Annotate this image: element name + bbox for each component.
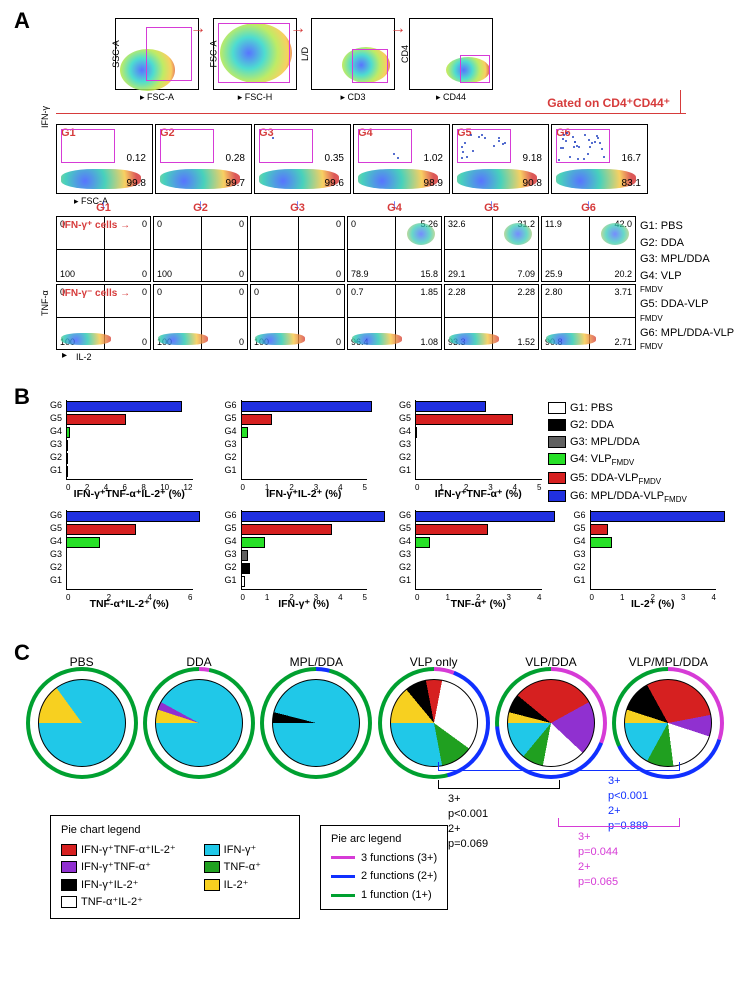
gating-hook [680,90,681,114]
quadrant-plot: 05.26 78.915.8 [347,216,442,282]
ifny-plot: G4 1.0298.9 [353,124,450,194]
quadrant-grid: 00 1000 00 1000 0 0 05.26 78.915.8 32.63… [56,216,636,350]
ifny-pos-row-label: IFN-γ⁺ cells → [62,220,130,231]
ifny-neg-row-label: IFN-γ⁻ cells → [62,288,130,299]
il2-axis-arrow: ▸ [62,350,67,361]
quadrant-plot: 2.803.71 90.82.71 [541,284,636,350]
b-legend-item: G3: MPL/DDA [548,434,687,451]
b-legend-item: G4: VLPFMDV [548,451,687,470]
box-chart: G6G5G4G3G2G1012345IFN-γ⁺TNF-α⁺ (%) [379,400,546,500]
gating-arrow: → [190,20,206,38]
gating-arrow: → [290,20,306,38]
box-chart: G6G5G4G3G2G1024681012IFN-γ⁺TNF-α⁺IL-2⁺ (… [30,400,197,500]
ifny-plot: G6 16.783.1 [551,124,648,194]
gating-plot: CD4▸ CD44 [409,18,493,90]
pie-legend-item: TNF-α⁺ [204,859,261,877]
b-legend-item: G5: DDA-VLPFMDV [548,470,687,489]
figure-root: { "panel_labels": {"A":"A","B":"B","C":"… [0,0,745,995]
quadrant-block: G1G2G3G4G5G6 00 1000 00 1000 0 0 05.26 7… [56,216,636,350]
b-legend-item: G1: PBS [548,400,687,417]
pie-legend-item: IFN-γ⁺ [204,842,261,860]
ifny-plot: G1 0.1299.8 [56,124,153,194]
arc-legend-item: 1 function (1+) [331,886,437,905]
panel-b-legend: G1: PBSG2: DDAG3: MPL/DDAG4: VLPFMDVG5: … [548,400,687,507]
pie-legend-item: IL-2⁺ [204,877,261,895]
quadrant-plot: 00 1000 [153,284,248,350]
quadrant-plot: 00 1000 [250,284,345,350]
panel-c: PBSDDAMPL/DDAVLP onlyVLP/DDAVLP/MPL/DDA [30,655,720,773]
gating-plot: L/D▸ CD3 [311,18,395,90]
gated-on-label: Gated on CD4⁺CD44⁺ [547,96,670,110]
pie-legend-title: Pie chart legend [61,822,289,840]
ifny-gate-row: G1 0.1299.8G2 0.2899.7G3 0.3599.6G4 1.02… [56,124,648,194]
box-chart: G6G5G4G3G2G101234TNF-α⁺ (%) [379,510,546,610]
quadrant-plot: 0 0 [250,216,345,282]
box-chart: G6G5G4G3G2G10246TNF-α⁺IL-2⁺ (%) [30,510,197,610]
panel-b-label: B [14,384,30,410]
pie-chart: VLP/MPL/DDA [617,655,720,773]
arc-legend-title: Pie arc legend [331,830,437,849]
ifny-plot: G5 9.1890.8 [452,124,549,194]
gating-arrow: → [390,20,406,38]
arc-legend: Pie arc legend3 functions (3+)2 function… [320,825,448,910]
ifny-plot: G3 0.3599.6 [254,124,351,194]
pie-legend-item: IFN-γ⁺TNF-α⁺ [61,859,176,877]
il2-axis-label: IL-2 [76,352,92,362]
tnfa-axis-label: TNF-α [40,290,50,316]
pie-row: PBSDDAMPL/DDAVLP onlyVLP/DDAVLP/MPL/DDA [30,655,720,773]
quadrant-plot: 2.282.28 93.31.52 [444,284,539,350]
pie-chart: VLP only [382,655,485,773]
group-def: G2: DDA [640,235,734,252]
quadrant-col-titles: G1G2G3G4G5G6 [56,202,636,214]
group-def: G3: MPL/DDA [640,251,734,268]
quadrant-plot: 00 1000 [153,216,248,282]
ifny-axis-label: IFN-γ [40,106,50,128]
box-chart: G6G5G4G3G2G101234IL-2⁺ (%) [554,510,721,610]
gating-rule [56,113,686,114]
quadrant-plot: 11.942.0 25.920.2 [541,216,636,282]
arc-legend-item: 2 functions (2+) [331,867,437,886]
panel-c-label: C [14,640,30,666]
arc-legend-item: 3 functions (3+) [331,849,437,868]
pie-legend: Pie chart legendIFN-γ⁺TNF-α⁺IL-2⁺IFN-γ⁺T… [50,815,300,919]
pie-chart: VLP/DDA [499,655,602,773]
group-def: G1: PBS [640,218,734,235]
group-def: G4: VLPFMDV [640,268,734,297]
quadrant-plot: 0.71.85 96.41.08 [347,284,442,350]
group-key: G1: PBSG2: DDAG3: MPL/DDAG4: VLPFMDVG5: … [640,218,734,353]
group-def: G6: MPL/DDA-VLPFMDV [640,325,734,354]
gating-plot: FSC-A▸ FSC-H [213,18,297,90]
group-def: G5: DDA-VLPFMDV [640,296,734,325]
box-chart: G6G5G4G3G2G1012345IFN-γ⁺ (%) [205,510,372,610]
pie-chart: PBS [30,655,133,773]
ifny-plot: G2 0.2899.7 [155,124,252,194]
quadrant-plot: 32.631.2 29.17.09 [444,216,539,282]
pie-chart: MPL/DDA [265,655,368,773]
pie-legend-item: IFN-γ⁺IL-2⁺ [61,877,176,895]
panel-a-label: A [14,8,30,34]
pie-legend-item: IFN-γ⁺TNF-α⁺IL-2⁺ [61,842,176,860]
pie-chart: DDA [147,655,250,773]
pie-legend-item: TNF-α⁺IL-2⁺ [61,894,176,912]
b-legend-item: G2: DDA [548,417,687,434]
gating-plot: SSC-A▸ FSC-A [115,18,199,90]
box-chart: G6G5G4G3G2G1012345IFN-γ⁺IL-2⁺ (%) [205,400,372,500]
b-legend-item: G6: MPL/DDA-VLPFMDV [548,488,687,507]
